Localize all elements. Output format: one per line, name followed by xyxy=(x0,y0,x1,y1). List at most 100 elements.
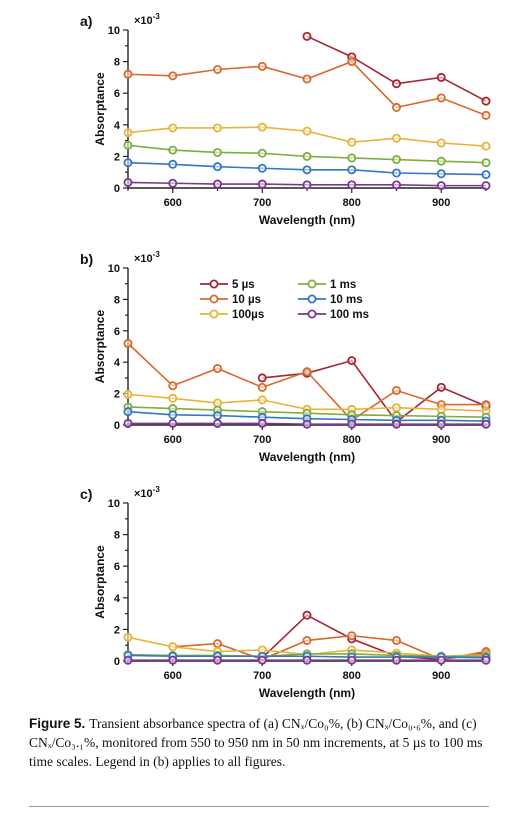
series-line xyxy=(127,60,487,117)
y-tick-label: 2 xyxy=(114,151,120,163)
legend-swatch-marker xyxy=(209,279,219,289)
x-tick-label: 600 xyxy=(164,670,182,682)
legend-label: 1 ms xyxy=(330,279,356,291)
data-point xyxy=(212,123,222,133)
data-point xyxy=(347,153,357,163)
data-point xyxy=(123,418,133,428)
data-point xyxy=(212,179,222,189)
axis-multiplier-exponent: -3 xyxy=(153,485,161,494)
x-tick-label: 900 xyxy=(432,670,450,682)
legend-swatch-marker xyxy=(307,279,317,289)
data-point xyxy=(212,147,222,157)
data-point xyxy=(481,419,491,429)
data-point xyxy=(212,411,222,421)
y-tick-label: 0 xyxy=(114,656,120,668)
legend-label: 5 µs xyxy=(232,279,255,291)
data-point xyxy=(391,419,401,429)
data-point xyxy=(436,655,446,665)
data-point xyxy=(347,631,357,641)
data-point xyxy=(302,180,312,190)
data-point xyxy=(123,128,133,138)
x-tick-label: 700 xyxy=(253,197,271,209)
axis-multiplier: ×10-3 xyxy=(134,250,160,265)
data-point xyxy=(436,93,446,103)
y-tick-label: 8 xyxy=(114,57,120,69)
chart-legend: 5 µs 10 µs 100µs 1 ms 10 ms 100 ms xyxy=(200,279,369,321)
data-point xyxy=(436,404,446,414)
data-point xyxy=(123,655,133,665)
data-point xyxy=(436,419,446,429)
data-point xyxy=(391,635,401,645)
y-tick-label: 2 xyxy=(114,389,120,401)
y-tick-label: 6 xyxy=(114,326,120,338)
data-point xyxy=(123,69,133,79)
x-tick-label: 700 xyxy=(253,670,271,682)
data-point xyxy=(481,655,491,665)
data-point xyxy=(302,419,312,429)
data-point xyxy=(123,407,133,417)
data-point xyxy=(391,155,401,165)
data-point xyxy=(212,398,222,408)
x-tick-label: 800 xyxy=(343,670,361,682)
caption-text: Transient absorbance spectra of (a) CNₓ/… xyxy=(29,716,483,769)
y-tick-label: 4 xyxy=(114,357,121,369)
data-point xyxy=(391,180,401,190)
data-point xyxy=(302,74,312,84)
series-10s xyxy=(123,57,491,120)
data-point xyxy=(436,156,446,166)
data-point xyxy=(123,158,133,168)
y-tick-label: 4 xyxy=(114,593,121,605)
data-point xyxy=(302,367,312,377)
data-point xyxy=(481,170,491,180)
data-point xyxy=(302,655,312,665)
data-point xyxy=(436,138,446,148)
x-axis-title: Wavelength (nm) xyxy=(259,213,355,227)
x-tick-label: 800 xyxy=(343,197,361,209)
data-point xyxy=(168,418,178,428)
data-point xyxy=(212,639,222,649)
y-tick-label: 8 xyxy=(114,294,120,306)
y-tick-label: 4 xyxy=(114,120,121,132)
data-point xyxy=(302,31,312,41)
data-point xyxy=(257,382,267,392)
data-point xyxy=(257,163,267,173)
data-point xyxy=(347,137,357,147)
data-point xyxy=(436,169,446,179)
data-point xyxy=(168,393,178,403)
series-1ms xyxy=(123,140,491,168)
data-point xyxy=(347,419,357,429)
data-point xyxy=(481,181,491,191)
data-point xyxy=(436,181,446,191)
data-point xyxy=(123,389,133,399)
legend-swatch-marker xyxy=(307,309,317,319)
data-point xyxy=(212,418,222,428)
chart-panel-b: b) 0 2 4 6 8 10 600 700 800 900 ×10-3 Wavelength (nm… xyxy=(80,250,491,464)
y-tick-label: 10 xyxy=(108,498,120,510)
legend-label: 10 µs xyxy=(232,294,261,306)
y-tick-label: 10 xyxy=(108,263,120,275)
chart-panel-c: c) 0 2 4 6 8 10 600 700 800 900 ×10-3 Wavelength (nm… xyxy=(80,485,491,700)
data-point xyxy=(123,140,133,150)
data-point xyxy=(347,655,357,665)
data-point xyxy=(212,655,222,665)
data-point xyxy=(168,381,178,391)
legend-swatch-marker xyxy=(307,294,317,304)
data-point xyxy=(123,338,133,348)
y-tick-label: 2 xyxy=(114,624,120,636)
y-tick-label: 8 xyxy=(114,530,120,542)
data-point xyxy=(391,168,401,178)
data-point xyxy=(302,635,312,645)
data-point xyxy=(212,162,222,172)
data-point xyxy=(481,141,491,151)
y-tick-label: 0 xyxy=(114,183,120,195)
data-point xyxy=(436,72,446,82)
data-point xyxy=(168,159,178,169)
data-point xyxy=(168,655,178,665)
legend-swatch-marker xyxy=(209,294,219,304)
data-point xyxy=(391,102,401,112)
data-point xyxy=(347,180,357,190)
y-axis-title: Absorptance xyxy=(93,310,107,384)
x-tick-label: 800 xyxy=(343,434,361,446)
data-point xyxy=(257,418,267,428)
y-axis-title: Absorptance xyxy=(93,545,107,619)
